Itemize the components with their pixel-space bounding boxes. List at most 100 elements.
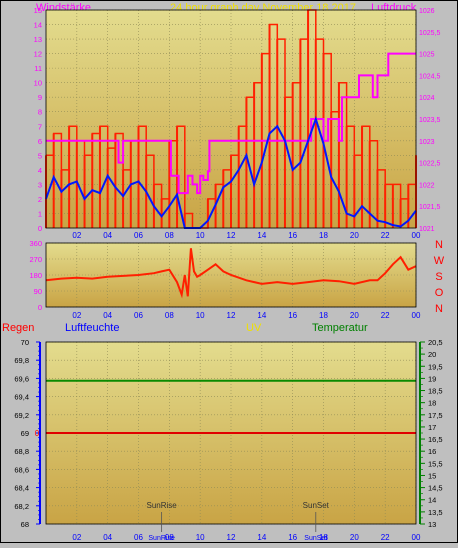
- x-tick-label: 22: [381, 231, 390, 240]
- pressure-line: [46, 52, 416, 195]
- x-tick-label: 16: [288, 533, 297, 542]
- x-tick-label: 16: [288, 231, 297, 240]
- sunset-label: SunSet: [303, 501, 330, 510]
- wind-tick-label: 5: [38, 151, 42, 160]
- humidity-tick-label: 68,8: [14, 447, 29, 456]
- pressure-tick-label: 1026: [419, 8, 435, 15]
- wind-tick-label: 3: [38, 180, 42, 189]
- x-tick-label: 14: [257, 311, 266, 320]
- wind-tick-label: 6: [38, 137, 42, 146]
- x-tick-label: 22: [381, 311, 390, 320]
- x-tick-label: 04: [103, 533, 112, 542]
- wind-tick-label: 1: [38, 209, 42, 218]
- pressure-tick-label: 1021: [419, 226, 435, 233]
- temperature-tick-label: 17: [428, 423, 436, 432]
- x-tick-label: 02: [72, 533, 81, 542]
- temperature-legend: Temperatur: [312, 322, 368, 334]
- wind-tick-label: 12: [34, 50, 42, 59]
- wind-tick-label: 14: [34, 21, 42, 30]
- wind-direction-line: [45, 248, 417, 299]
- direction-tick-label: 270: [29, 255, 42, 264]
- x-tick-label: 00: [412, 533, 421, 542]
- compass-label: N: [435, 303, 443, 315]
- wind-tick-label: 10: [34, 79, 42, 88]
- compass-label: S: [435, 271, 442, 283]
- direction-tick-label: 0: [38, 303, 42, 312]
- x-tick-label: 06: [134, 533, 143, 542]
- x-tick-label: 20: [350, 311, 359, 320]
- pressure-tick-label: 1025,5: [419, 30, 441, 37]
- x-tick-label: 00: [412, 311, 421, 320]
- direction-plot-border: [45, 242, 417, 308]
- wind-tick-label: 2: [38, 195, 42, 204]
- x-tick-label: 22: [381, 533, 390, 542]
- direction-tick-label: 90: [34, 287, 42, 296]
- pressure-tick-label: 1023: [419, 139, 435, 146]
- wind-tick-label: 7: [38, 122, 42, 131]
- pressure-tick-label: 1024,5: [419, 73, 441, 80]
- temperature-tick-label: 16: [428, 447, 436, 456]
- pressure-tick-label: 1024: [419, 95, 435, 102]
- humidity-legend: Luftfeuchte: [65, 322, 119, 334]
- x-tick-label: 14: [257, 533, 266, 542]
- x-tick-label: 12: [227, 311, 236, 320]
- sunrise-label: SunRise: [147, 501, 178, 510]
- wind-tick-label: 8: [38, 108, 42, 117]
- rain-humidity-temp-panel: 68 68,2 68,4 68,6 68,8 69 69,2 69,4 69,6 69,8 70 13…: [14, 338, 442, 542]
- pressure-tick-label: 1023,5: [419, 117, 441, 124]
- wind-tick-label: 11: [34, 64, 42, 73]
- direction-tick-label: 360: [29, 239, 42, 248]
- x-tick-label: 18: [319, 533, 328, 542]
- x-tick-label: 10: [196, 533, 205, 542]
- wind-tick-label: 9: [38, 93, 42, 102]
- humidity-tick-label: 68,4: [14, 484, 29, 493]
- humidity-tick-label: 68: [21, 520, 29, 529]
- x-tick-label: 02: [72, 311, 81, 320]
- humidity-plot-border: [45, 341, 417, 525]
- x-tick-label: 08: [165, 231, 174, 240]
- temperature-tick-label: 15,5: [428, 459, 443, 468]
- temperature-tick-label: 13,5: [428, 508, 443, 517]
- sunset-axis-label: SunSet: [304, 535, 327, 542]
- x-tick-label: 08: [165, 533, 174, 542]
- humidity-tick-label: 69,4: [14, 393, 29, 402]
- humidity-tick-label: 69,6: [14, 374, 29, 383]
- x-tick-label: 10: [196, 311, 205, 320]
- x-tick-label: 18: [319, 311, 328, 320]
- humidity-tick-label: 69,8: [14, 356, 29, 365]
- pressure-tick-label: 1025: [419, 52, 435, 59]
- temperature-tick-label: 15: [428, 471, 436, 480]
- x-tick-label: 04: [103, 231, 112, 240]
- wind-tick-label: 15: [34, 6, 42, 15]
- wind-tick-label: 4: [38, 166, 42, 175]
- humidity-tick-label: 69: [21, 429, 29, 438]
- wind-pressure-panel: 012345678910111213141510211021,510221022…: [34, 6, 441, 240]
- temperature-tick-label: 20: [428, 350, 436, 359]
- temperature-tick-label: 20,5: [428, 338, 443, 347]
- x-tick-label: 20: [350, 231, 359, 240]
- compass-label: O: [435, 287, 444, 299]
- x-tick-label: 16: [288, 311, 297, 320]
- pressure-tick-label: 1022: [419, 182, 435, 189]
- temperature-tick-label: 14: [428, 496, 436, 505]
- humidity-tick-label: 68,6: [14, 465, 29, 474]
- x-tick-label: 08: [165, 311, 174, 320]
- temperature-tick-label: 13: [428, 520, 436, 529]
- x-tick-label: 06: [134, 311, 143, 320]
- x-tick-label: 18: [319, 231, 328, 240]
- temperature-tick-label: 19,5: [428, 362, 443, 371]
- uv-legend: UV: [246, 322, 262, 334]
- humidity-tick-label: 68,2: [14, 502, 29, 511]
- x-tick-label: 12: [227, 533, 236, 542]
- x-tick-label: 00: [412, 231, 421, 240]
- temperature-tick-label: 19: [428, 374, 436, 383]
- x-tick-label: 10: [196, 231, 205, 240]
- rain-value-label: 0: [35, 429, 40, 438]
- pressure-tick-label: 1021,5: [419, 204, 441, 211]
- humidity-tick-label: 70: [21, 338, 29, 347]
- sunrise-axis-label: SunRise: [148, 535, 175, 542]
- x-tick-label: 12: [227, 231, 236, 240]
- wind-plot-border: [45, 9, 417, 229]
- rain-legend: Regen: [2, 322, 34, 334]
